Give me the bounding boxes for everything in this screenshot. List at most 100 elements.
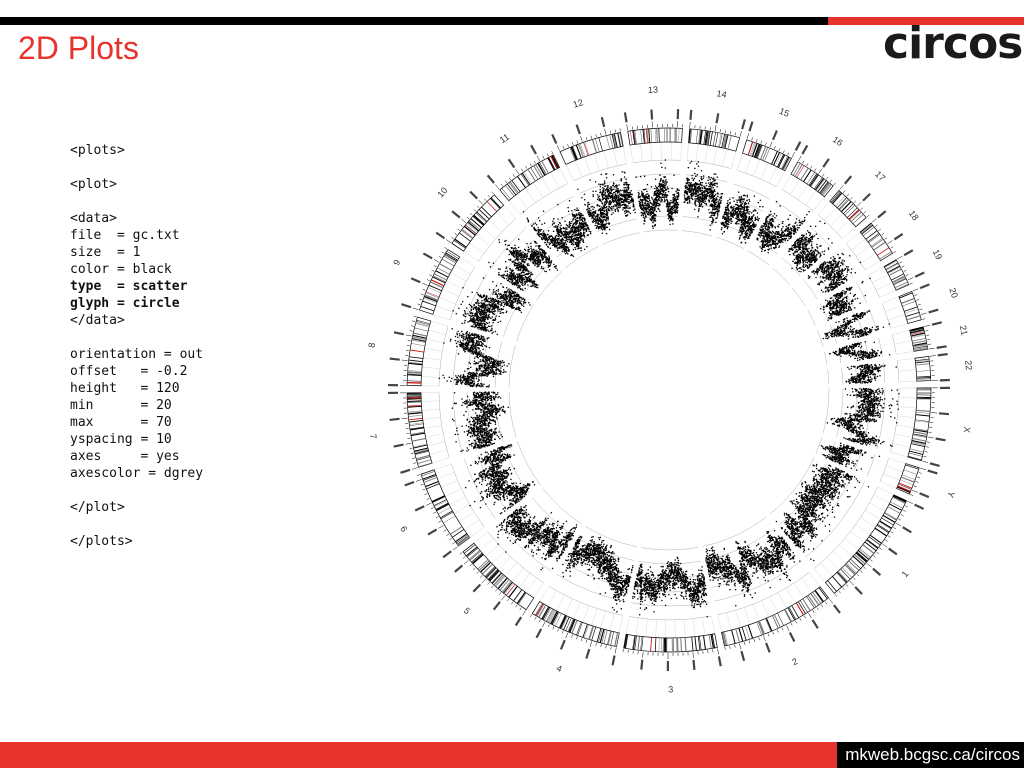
scatter-point [753,572,756,574]
scatter-point [614,583,617,586]
scatter-point [753,567,755,570]
grid-spoke [693,618,696,637]
position-tick [907,500,913,504]
scatter-point [701,598,704,601]
scatter-point [798,521,800,523]
scatter-point [695,595,698,598]
position-tick [743,641,746,645]
scatter-point [801,505,804,507]
scatter-point [785,532,787,535]
tick-label-glyph [833,604,841,614]
scatter-point [722,575,725,578]
scatter-point [696,600,699,603]
config-line [70,193,203,210]
scatter-point [652,581,654,584]
scatter-point [675,579,677,582]
scatter-point [836,478,839,481]
scatter-point [674,561,676,564]
scatter-point [838,474,841,477]
scatter-point [789,558,791,561]
cytoband [855,552,867,563]
scatter-point [656,585,658,588]
scatter-point [601,554,603,556]
scatter-point [714,573,716,575]
position-tick [534,616,537,620]
scatter-point [725,556,728,558]
scatter-point [795,501,798,503]
scatter-point [647,593,650,596]
scatter-point [723,573,726,575]
scatter-point [605,573,608,575]
scatter-point [717,556,720,559]
scatter-point [803,546,805,548]
scatter-point [804,490,807,492]
scatter-point [606,569,609,571]
scatter-point [766,531,768,533]
scatter-point [631,568,633,571]
scatter-point [716,565,719,567]
scatter-point [709,557,712,559]
scatter-point [821,520,824,522]
scatter-point [673,569,675,571]
scatter-point [793,503,795,505]
scatter-point [622,598,625,601]
scatter-point [718,558,720,560]
scatter-point [668,570,671,573]
scatter-point [696,582,699,585]
scatter-point [779,567,781,569]
scatter-point [705,562,708,564]
scatter-point [662,573,665,575]
scatter-point [833,485,836,487]
position-tick [882,543,888,548]
scatter-point [710,547,713,550]
config-line: glyph = circle [70,296,180,311]
scatter-point [844,483,846,485]
scatter-point [609,546,612,549]
scatter-point [771,566,773,568]
position-tick [530,614,533,618]
cytoband [856,551,868,562]
scatter-point [775,550,777,553]
scatter-point [607,555,610,557]
scatter-point [827,482,829,485]
scatter-point [634,583,637,586]
scatter-point [698,580,701,582]
scatter-point [602,545,605,548]
scatter-point [824,474,827,476]
scatter-point [793,528,796,531]
grid-spoke [769,596,778,613]
grid-spoke [547,590,557,607]
scatter-point [793,555,796,557]
scatter-point [653,610,655,613]
scatter-point [787,549,789,551]
scatter-point [706,549,709,552]
scatter-point [815,467,818,470]
scatter-point [835,478,838,481]
scatter-point [828,530,831,532]
scatter-point [611,575,613,578]
scatter-point [801,516,803,519]
scatter-point [697,603,699,606]
scatter-point [829,504,831,506]
scatter-point [689,586,692,588]
scatter-point [735,604,737,607]
scatter-point [824,482,827,485]
scatter-point [824,494,827,496]
chromosome-label: 2 [791,656,800,667]
scatter-point [596,562,598,565]
scatter-point [634,582,636,585]
scatter-point [757,543,759,546]
scatter-point [719,576,721,578]
scatter-point [650,574,653,576]
scatter-point [676,567,679,570]
grid-spoke [833,550,847,564]
cytoband [836,571,848,583]
scatter-point [791,528,794,530]
scatter-point [633,596,636,598]
scatter-point [701,593,703,595]
scatter-point [765,570,767,572]
scatter-point [617,558,619,560]
scatter-point [602,548,605,551]
scatter-point [617,560,620,562]
scatter-point [800,514,802,516]
